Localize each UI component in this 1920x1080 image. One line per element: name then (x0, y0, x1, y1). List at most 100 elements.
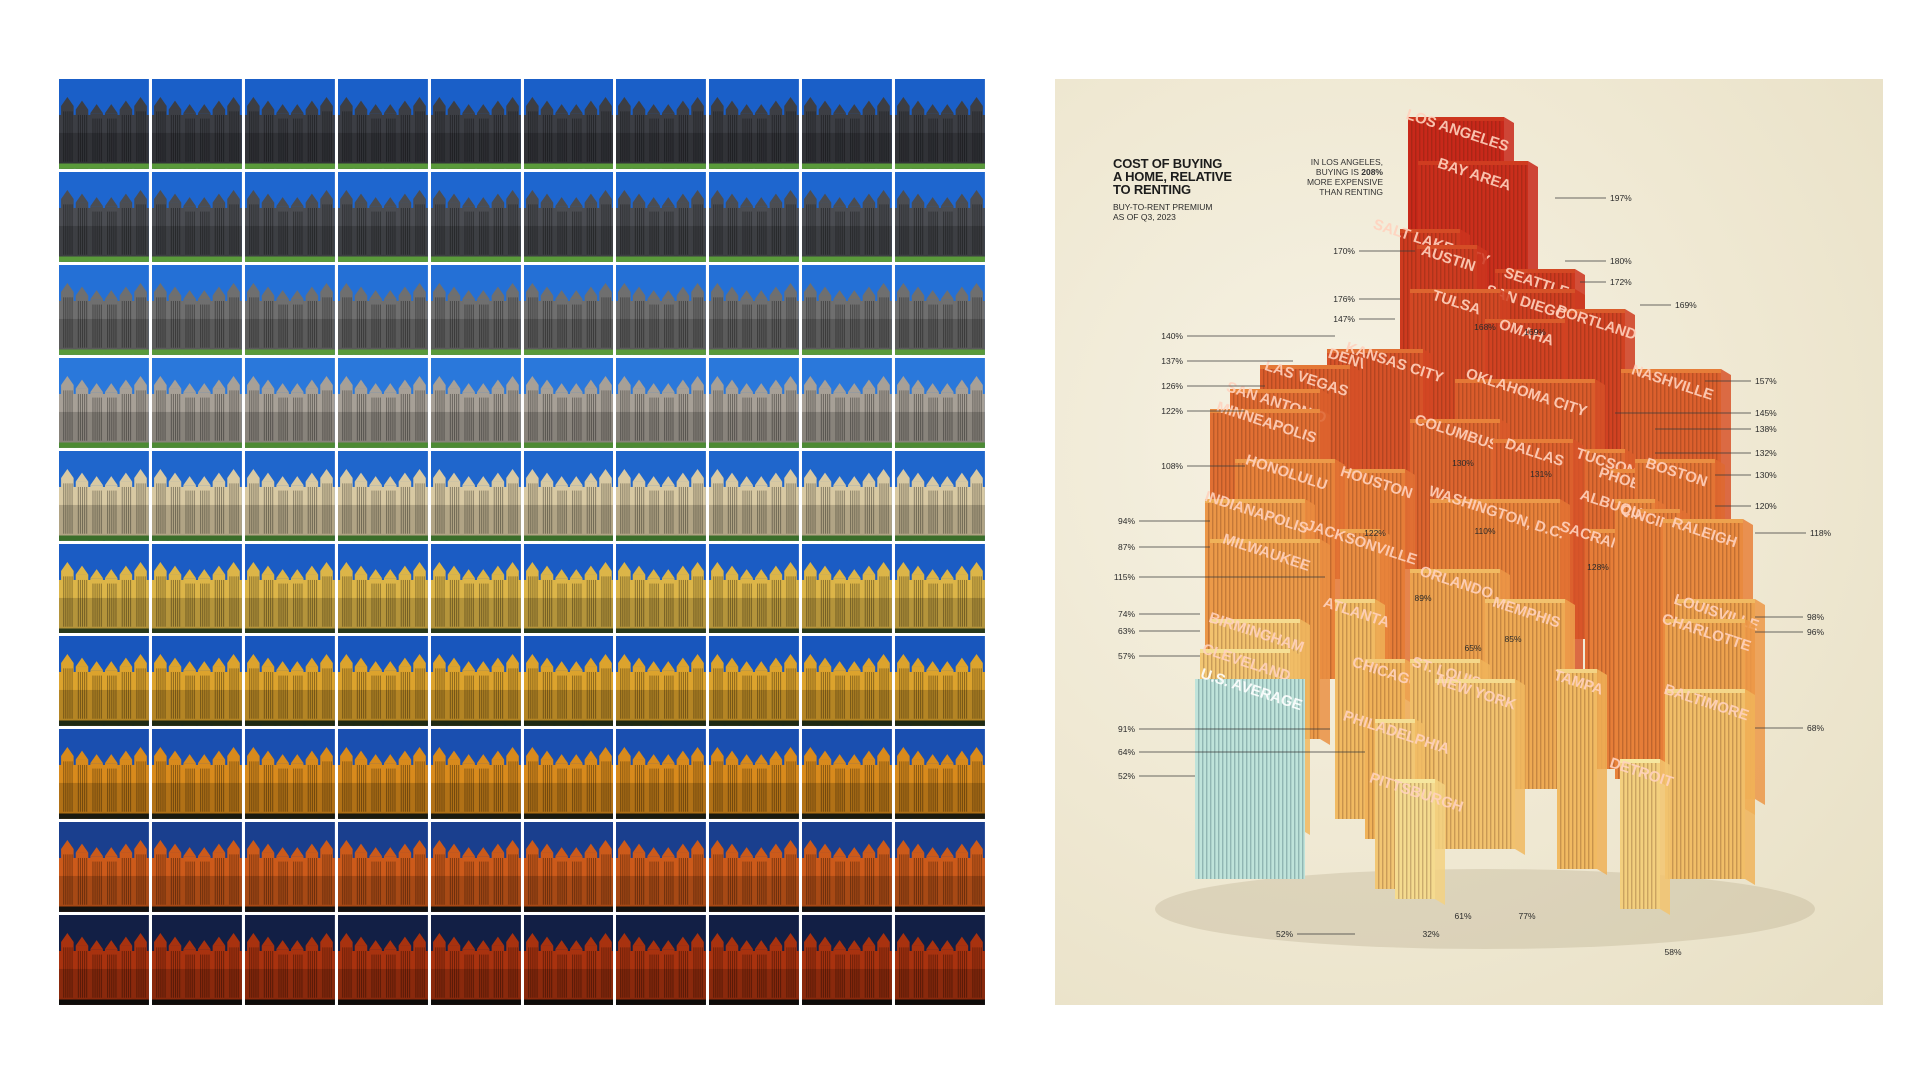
percent-label: 52% (1118, 771, 1135, 781)
cathedral-photo (430, 636, 521, 727)
percent-callout: 176% (1333, 294, 1400, 304)
cathedral-photo (895, 915, 985, 1005)
percent-callout: 32% (1422, 929, 1439, 939)
percent-callout: 65% (1464, 643, 1481, 653)
cathedral-photo (523, 543, 614, 634)
percent-callout: 122% (1364, 528, 1386, 538)
cathedral-photo (244, 636, 335, 727)
city-bar: TAMPA (1551, 667, 1607, 875)
percent-label: 118% (1810, 528, 1832, 538)
percent-callout: 89% (1414, 593, 1431, 603)
percent-label: 98% (1807, 612, 1824, 622)
percent-label: 172% (1610, 277, 1632, 287)
percent-callout: 115% (1114, 572, 1325, 582)
cathedral-photo (895, 729, 985, 820)
cathedral-photo (244, 450, 335, 541)
chart-subtitle: BUY-TO-RENT PREMIUM AS OF Q3, 2023 (1113, 202, 1213, 222)
percent-callout: 91% (1118, 724, 1330, 734)
cathedral-photo (59, 636, 149, 727)
cathedral-photo (244, 915, 335, 1005)
percent-label: 64% (1118, 747, 1135, 757)
percent-label: 120% (1755, 501, 1777, 511)
percent-label: 96% (1807, 627, 1824, 637)
cathedral-photo (151, 729, 242, 820)
cathedral-photo (616, 915, 707, 1005)
cathedral-photo (337, 79, 428, 169)
cathedral-photo (616, 822, 707, 913)
cathedral-photo (151, 450, 242, 541)
cathedral-photo (895, 264, 985, 355)
cathedral-photo (59, 264, 149, 355)
percent-callout: 128% (1587, 562, 1609, 572)
percent-callout: 52% (1276, 929, 1355, 939)
percent-callout: 52% (1118, 771, 1195, 781)
chart-title: COST OF BUYING A HOME, RELATIVE TO RENTI… (1113, 156, 1232, 197)
la-annotation-value: 208% (1361, 167, 1383, 177)
percent-label: 65% (1464, 643, 1481, 653)
cathedral-photo (337, 636, 428, 727)
cathedral-photo (523, 450, 614, 541)
cathedral-photo (895, 636, 985, 727)
percent-callout: 94% (1118, 516, 1210, 526)
cathedral-photo (616, 264, 707, 355)
percent-callout: 169% (1640, 300, 1697, 310)
percent-label: 52% (1276, 929, 1293, 939)
percent-label: 132% (1755, 448, 1777, 458)
ground-shadow (1155, 869, 1815, 949)
percent-label: 91% (1118, 724, 1135, 734)
cathedral-photo (709, 450, 800, 541)
cathedral-photo (244, 357, 335, 448)
percent-label: 122% (1364, 528, 1386, 538)
percent-callout: 63% (1118, 626, 1200, 636)
cathedral-photo (244, 264, 335, 355)
percent-callout: 172% (1580, 277, 1632, 287)
percent-callout: 58% (1664, 947, 1681, 957)
cathedral-photo (59, 822, 149, 913)
cathedral-photo (59, 171, 149, 262)
percent-callout: 130% (1715, 470, 1777, 480)
percent-label: 115% (1114, 572, 1136, 582)
percent-callout: 131% (1530, 469, 1552, 479)
percent-label: 108% (1161, 461, 1183, 471)
cathedral-photo (244, 171, 335, 262)
percent-callout: 132% (1655, 448, 1777, 458)
cathedral-photo (523, 636, 614, 727)
cathedral-photo (151, 822, 242, 913)
cathedral-photo (430, 915, 521, 1005)
percent-callout: 108% (1161, 461, 1245, 471)
percent-label: 32% (1422, 929, 1439, 939)
percent-callout: 96% (1755, 627, 1824, 637)
percent-label: 147% (1333, 314, 1355, 324)
cathedral-photo (59, 450, 149, 541)
cathedral-photo (337, 915, 428, 1005)
cathedral-photo (151, 79, 242, 169)
percent-callout: 138% (1655, 424, 1777, 434)
cathedral-photo (802, 915, 893, 1005)
us-average-bar: U.S. AVERAGE (1195, 665, 1305, 879)
cathedral-photo (151, 543, 242, 634)
cathedral-photo (895, 543, 985, 634)
percent-label: 122% (1161, 406, 1183, 416)
cathedral-photo-grid (59, 79, 985, 1005)
percent-callout: 74% (1118, 609, 1200, 619)
percent-label: 89% (1414, 593, 1431, 603)
percent-label: 94% (1118, 516, 1135, 526)
cathedral-photo (802, 822, 893, 913)
percent-label: 130% (1452, 458, 1474, 468)
percent-label: 197% (1610, 193, 1632, 203)
percent-label: 128% (1587, 562, 1609, 572)
percent-label: 180% (1610, 256, 1632, 266)
percent-label: 74% (1118, 609, 1135, 619)
cathedral-photo (59, 543, 149, 634)
cathedral-photo (616, 171, 707, 262)
cathedral-photo (523, 357, 614, 448)
cathedral-photo (430, 264, 521, 355)
percent-callout: 147% (1333, 314, 1395, 324)
percent-label: 57% (1118, 651, 1135, 661)
percent-label: 169% (1524, 327, 1546, 337)
cathedral-photo (151, 357, 242, 448)
cathedral-photo (709, 357, 800, 448)
percent-callout: 64% (1118, 747, 1365, 757)
cathedral-photo (709, 822, 800, 913)
cathedral-photo (151, 636, 242, 727)
